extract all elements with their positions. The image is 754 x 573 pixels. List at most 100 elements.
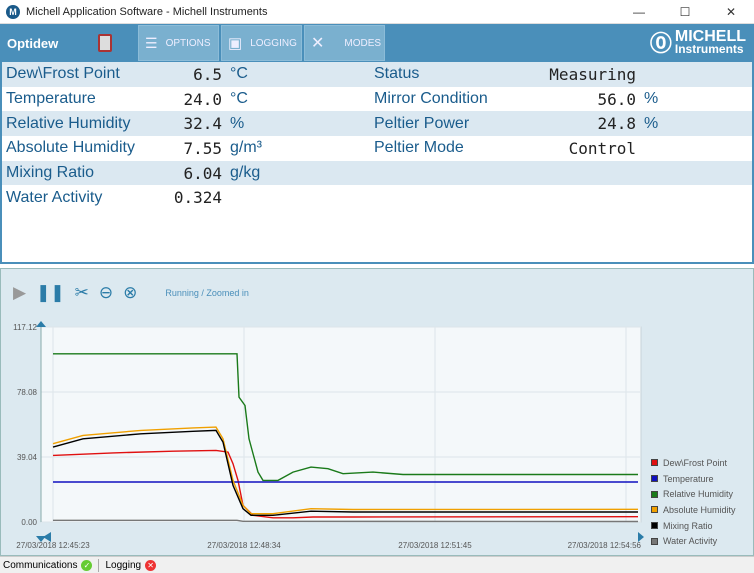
settings-tools-icon[interactable]: ✂ — [74, 283, 89, 302]
reading-label2: Mirror Condition — [374, 90, 488, 108]
chart-panel: ▶ ❚❚ ✂ ⊖ ⊗ Running / Zoomed in 117.12 78.… — [0, 268, 754, 556]
series-line-relative-humidity — [53, 353, 638, 482]
checklist-icon: ☰ — [145, 34, 158, 51]
series-line-water-activity — [53, 519, 639, 523]
reading-label: Temperature — [6, 90, 96, 108]
reading-row: Water Activity 0.324 — [2, 185, 752, 210]
series-line-dew-frost-point — [52, 449, 639, 519]
legend-label: Relative Humidity — [663, 489, 734, 500]
series-line-absolute-humidity — [52, 426, 639, 515]
x-scroll-right-icon[interactable] — [638, 532, 644, 542]
y-tick-label: 117.12 — [13, 323, 37, 332]
reading-label2: Peltier Mode — [374, 139, 464, 157]
options-button[interactable]: ☰ OPTIONS — [138, 25, 219, 61]
legend-item[interactable]: Absolute Humidity — [651, 502, 736, 518]
y-scroll-up-icon[interactable] — [36, 321, 46, 327]
reading-label: Water Activity — [6, 188, 103, 206]
reading-value: 6.04 — [183, 163, 222, 183]
plot-area — [40, 326, 642, 523]
reading-label: Absolute Humidity — [6, 139, 135, 157]
y-tick-label: 78.08 — [17, 388, 38, 397]
minimize-button[interactable]: — — [633, 4, 645, 19]
x-tick-label: 27/03/2018 12:48:34 — [207, 541, 281, 550]
reading-unit2: % — [644, 114, 659, 132]
tools-icon: ✕ — [311, 35, 325, 52]
readings-panel: Dew\Frost Point 6.5 °C Status Measuring Tempe… — [0, 62, 754, 264]
floppy-disk-icon: ▣ — [228, 35, 243, 52]
main-toolbar: Optidew ☰ OPTIONS ▣ LOGGING ✕ MODES ⓪ MICHEL… — [0, 24, 754, 62]
window-title: Michell Application Software - Michell I… — [26, 5, 268, 18]
communications-ok-icon: ✓ — [81, 559, 93, 571]
reading-value: 6.5 — [193, 64, 222, 84]
reading-value: 32.4 — [183, 114, 222, 134]
chart: 117.12 78.08 39.04 0.00 27/03/2018 12:45:23 2… — [13, 321, 644, 550]
reading-value2: Measuring — [549, 64, 636, 84]
options-label: OPTIONS — [165, 37, 211, 49]
reading-row: Mixing Ratio 6.04 g/kg — [2, 160, 752, 186]
reading-row: Relative Humidity 32.4% Peltier Power 24.8% — [2, 111, 752, 137]
reading-unit: °C — [230, 90, 248, 108]
legend-swatch — [651, 459, 658, 467]
legend-label: Absolute Humidity — [663, 504, 736, 515]
reading-value2: 24.8 — [597, 114, 636, 134]
modes-label: MODES — [344, 37, 382, 49]
reading-row: Dew\Frost Point 6.5 °C Status Measuring — [2, 62, 752, 87]
reading-unit2: % — [644, 90, 659, 108]
brand-top: MICHELL — [674, 28, 746, 45]
x-scroll-left-icon[interactable] — [43, 532, 51, 542]
legend-swatch — [651, 490, 658, 498]
communications-label: Communications — [3, 559, 78, 571]
title-bar: M Michell Application Software - Michell… — [0, 0, 754, 24]
legend-swatch — [651, 537, 658, 545]
status-bar: Communications ✓ Logging ✕ — [0, 556, 754, 573]
device-name: Optidew — [7, 35, 59, 51]
legend-item[interactable]: Relative Humidity — [651, 486, 736, 502]
legend-swatch — [651, 522, 658, 530]
logging-status-label: Logging — [105, 559, 142, 571]
logging-off-icon: ✕ — [145, 559, 157, 571]
y-scroll-down-icon[interactable] — [36, 536, 46, 542]
reading-label: Mixing Ratio — [6, 164, 95, 182]
reading-unit: g/kg — [230, 164, 261, 182]
legend-label: Temperature — [663, 473, 714, 484]
legend-item[interactable]: Temperature — [651, 471, 736, 487]
reading-unit: g/m³ — [230, 139, 262, 157]
zoom-out-icon[interactable]: ⊖ — [98, 283, 114, 302]
reading-label2: Status — [374, 65, 420, 83]
logging-button[interactable]: ▣ LOGGING — [221, 25, 302, 61]
reading-unit: % — [230, 114, 245, 132]
reading-label: Dew\Frost Point — [6, 65, 120, 83]
play-icon[interactable]: ▶ — [13, 283, 27, 302]
chart-legend: Dew\Frost Point Temperature Relative Humid… — [651, 455, 736, 549]
y-tick-label: 0.00 — [21, 518, 37, 527]
legend-item[interactable]: Mixing Ratio — [651, 518, 736, 534]
modes-button[interactable]: ✕ MODES — [304, 25, 385, 61]
reading-row: Absolute Humidity 7.55 g/m³ Peltier Mode Con… — [2, 136, 752, 161]
reading-value2: 56.0 — [597, 89, 636, 109]
x-tick-label: 27/03/2018 12:54:56 — [568, 541, 642, 550]
logging-label: LOGGING — [250, 37, 297, 49]
reading-value: 24.0 — [183, 89, 222, 109]
legend-label: Mixing Ratio — [663, 520, 713, 531]
zoom-reset-icon[interactable]: ⊗ — [123, 283, 138, 302]
device-icon — [98, 34, 113, 52]
x-tick-label: 27/03/2018 12:45:23 — [16, 541, 90, 550]
reading-label: Relative Humidity — [6, 114, 131, 132]
reading-value: 7.55 — [183, 138, 222, 158]
michell-logo: ⓪ MICHELL Instruments — [649, 28, 746, 56]
reading-row: Temperature 24.0 °C Mirror Condition 56.0% — [2, 87, 752, 112]
legend-item[interactable]: Water Activity — [651, 533, 736, 549]
maximize-button[interactable]: ☐ — [679, 4, 691, 19]
series-line-mixing-ratio — [52, 429, 638, 516]
y-tick-label: 39.04 — [17, 453, 38, 462]
reading-value: 0.324 — [173, 188, 222, 208]
legend-label: Water Activity — [663, 536, 718, 547]
close-button[interactable]: ✕ — [725, 4, 737, 19]
legend-item[interactable]: Dew\Frost Point — [651, 455, 736, 471]
chart-status: Running / Zoomed in — [165, 288, 249, 298]
pause-icon[interactable]: ❚❚ — [36, 283, 65, 302]
x-tick-label: 27/03/2018 12:51:45 — [398, 541, 472, 550]
reading-value2: Control — [568, 138, 636, 158]
legend-swatch — [651, 475, 658, 483]
reading-unit: °C — [230, 65, 248, 83]
